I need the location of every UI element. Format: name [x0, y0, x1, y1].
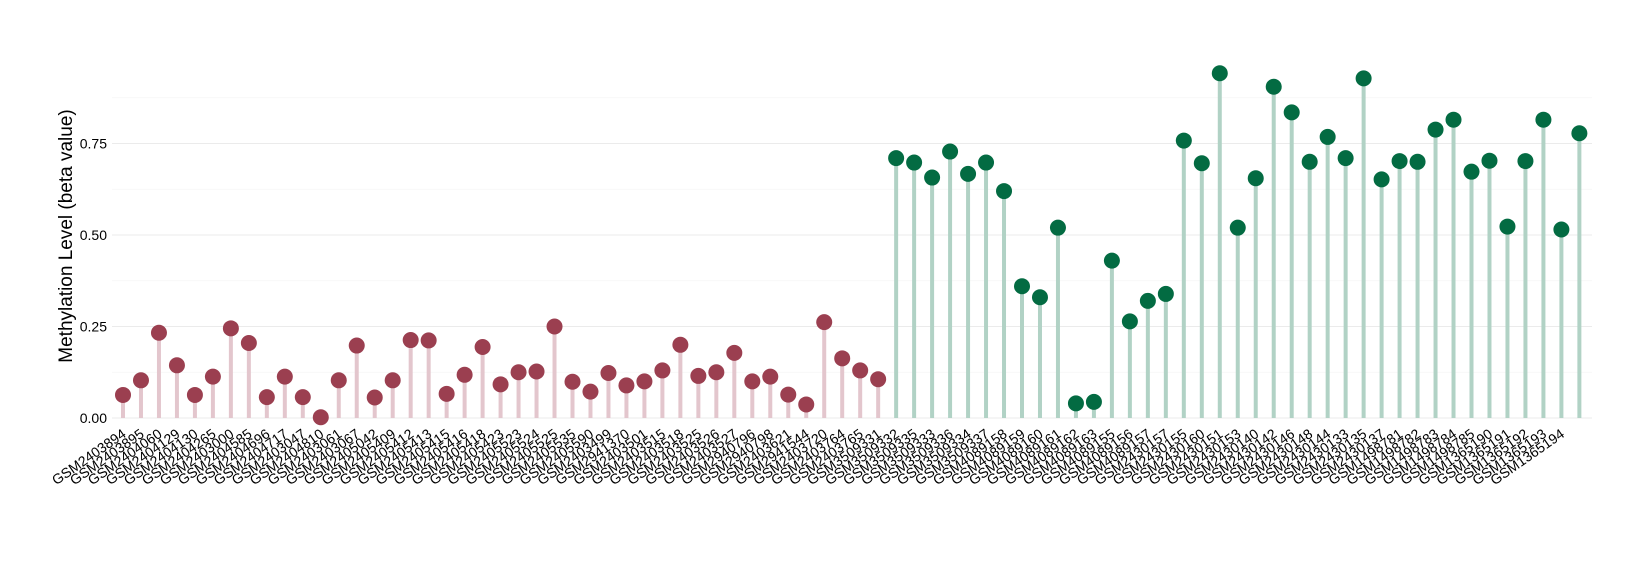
data-point — [294, 389, 311, 406]
data-point — [1211, 65, 1228, 82]
data-point — [618, 377, 635, 394]
data-point — [366, 389, 383, 406]
data-point — [1265, 78, 1282, 95]
data-point — [204, 368, 221, 385]
data-point — [1517, 153, 1534, 170]
data-point — [672, 336, 689, 353]
data-point — [1409, 153, 1426, 170]
data-point — [1553, 221, 1570, 238]
data-point — [708, 364, 725, 381]
data-point — [330, 372, 347, 389]
y-axis: 0.00 0.25 0.50 0.75 — [80, 136, 107, 427]
y-tick-label: 0.75 — [80, 136, 107, 152]
point-layer — [115, 65, 1588, 426]
data-point — [690, 367, 707, 384]
data-point — [1319, 128, 1336, 145]
y-axis-title: Methylation Level (beta value) — [56, 109, 77, 362]
data-point — [1175, 132, 1192, 149]
data-point — [1103, 252, 1120, 269]
x-axis: GSM2403894GSM2403895GSM2404060GSM2404129… — [49, 425, 1568, 488]
data-point — [798, 396, 815, 413]
data-point — [258, 389, 275, 406]
data-point — [1481, 152, 1498, 169]
data-point — [978, 154, 995, 171]
data-point — [780, 386, 797, 403]
data-point — [115, 386, 131, 403]
data-point — [924, 169, 941, 186]
data-point — [996, 183, 1013, 200]
data-point — [1355, 70, 1372, 87]
data-point — [1571, 125, 1588, 142]
data-point — [1373, 171, 1390, 188]
data-point — [1085, 393, 1102, 410]
data-point — [1445, 111, 1462, 128]
data-point — [1535, 111, 1552, 128]
stem-layer — [121, 73, 1582, 418]
data-point — [942, 143, 959, 160]
data-point — [474, 338, 491, 355]
data-point — [1049, 219, 1066, 236]
data-point — [456, 366, 473, 383]
data-point — [276, 368, 293, 385]
data-point — [1067, 395, 1084, 412]
data-point — [1499, 218, 1516, 235]
data-point — [312, 409, 329, 426]
data-point — [546, 318, 563, 335]
data-point — [816, 314, 833, 331]
data-point — [150, 324, 167, 341]
data-point — [870, 371, 887, 388]
data-point — [1391, 153, 1408, 170]
data-point — [1301, 153, 1318, 170]
data-point — [1427, 121, 1444, 138]
data-point — [1283, 104, 1300, 121]
data-point — [888, 150, 905, 167]
data-point — [582, 383, 599, 400]
data-point — [168, 357, 185, 374]
data-point — [384, 372, 401, 389]
data-point — [654, 362, 671, 379]
grid-layer — [112, 97, 1592, 419]
data-point — [1031, 289, 1048, 306]
data-point — [1014, 278, 1030, 295]
data-point — [744, 373, 761, 390]
data-point — [1463, 163, 1480, 180]
data-point — [240, 334, 257, 351]
data-point — [852, 362, 869, 379]
data-point — [402, 332, 419, 349]
data-point — [636, 373, 653, 390]
data-point — [960, 165, 977, 182]
data-point — [600, 364, 617, 381]
data-point — [420, 332, 437, 349]
data-point — [186, 386, 203, 403]
data-point — [1193, 155, 1210, 172]
data-point — [1247, 170, 1264, 187]
y-tick-label: 0.25 — [80, 319, 107, 335]
y-tick-label: 0.50 — [80, 227, 107, 243]
data-point — [564, 373, 581, 390]
y-tick-label: 0.00 — [80, 410, 107, 426]
data-point — [1229, 219, 1246, 236]
data-point — [528, 363, 545, 380]
data-point — [510, 364, 527, 381]
data-point — [906, 154, 923, 171]
data-point — [1157, 285, 1174, 302]
data-point — [222, 320, 239, 337]
data-point — [132, 372, 149, 389]
data-point — [348, 337, 365, 354]
data-point — [1337, 150, 1354, 167]
data-point — [1139, 292, 1156, 309]
data-point — [1121, 313, 1138, 330]
data-point — [762, 368, 779, 385]
data-point — [492, 376, 509, 393]
data-point — [834, 350, 851, 367]
data-point — [726, 344, 743, 361]
data-point — [438, 385, 455, 402]
